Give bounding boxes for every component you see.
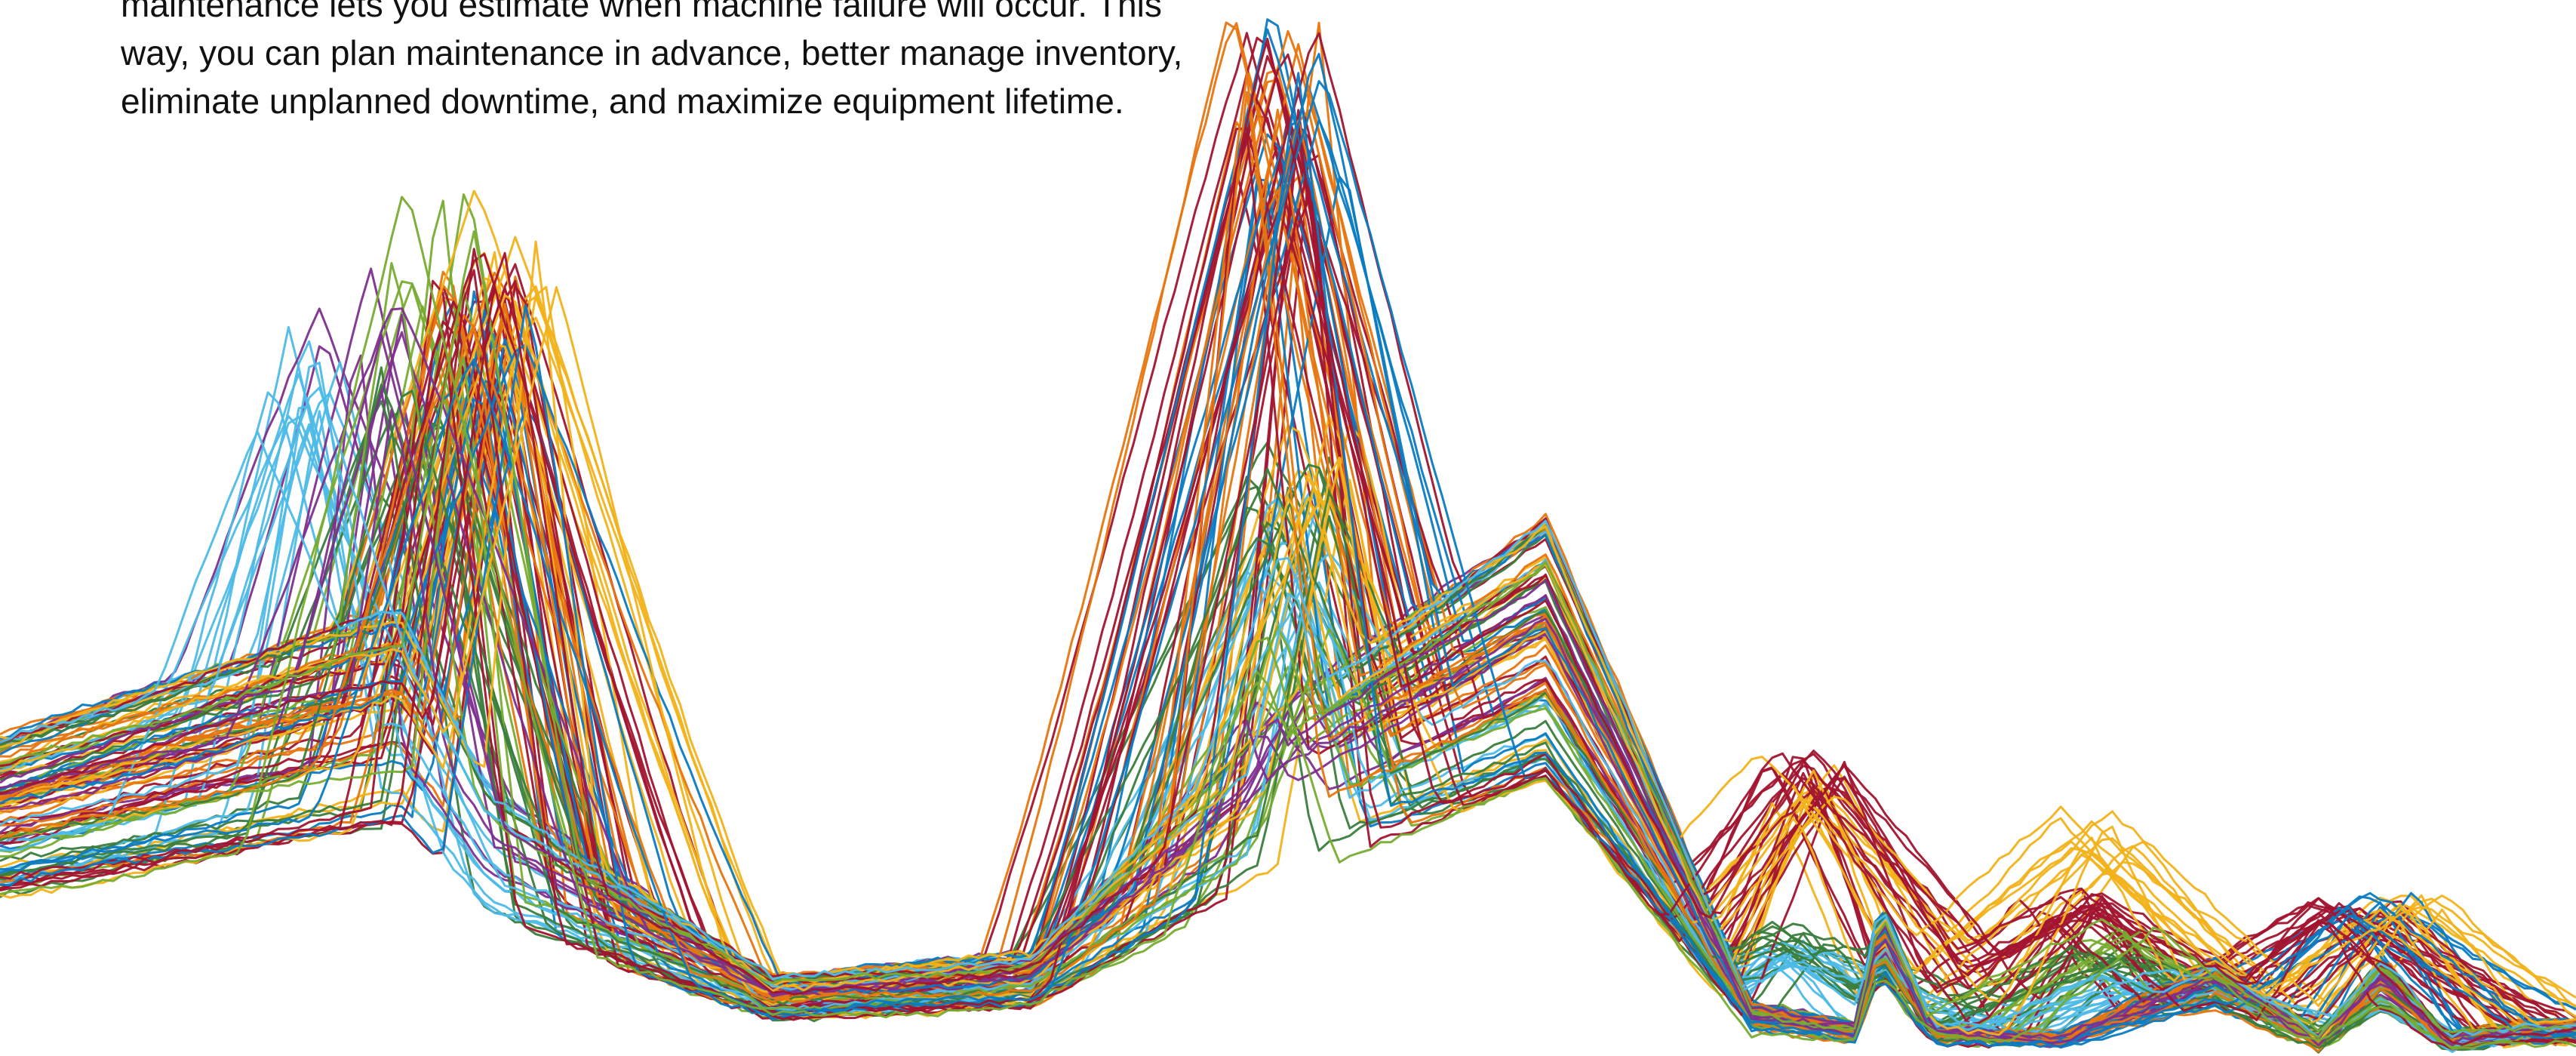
trace-line bbox=[0, 334, 2576, 1047]
trace-line bbox=[0, 286, 2576, 1036]
trace-line bbox=[0, 37, 2576, 1051]
trace-line bbox=[0, 366, 2576, 1037]
trace-line bbox=[0, 74, 2576, 1043]
trace-line bbox=[0, 362, 2576, 1044]
trace-line bbox=[0, 428, 2576, 1045]
trace-line bbox=[0, 389, 2576, 1048]
trace-line bbox=[0, 175, 2576, 1049]
trace-line bbox=[0, 294, 2576, 1040]
trace-line bbox=[0, 331, 2576, 1048]
intro-paragraph: maintenance lets you estimate when machi… bbox=[121, 0, 1298, 125]
trace-line bbox=[0, 195, 2576, 1051]
intro-line-2: way, you can plan maintenance in advance… bbox=[121, 33, 1183, 72]
trace-line bbox=[0, 430, 2576, 1039]
trace-line bbox=[0, 72, 2576, 1048]
intro-line-3: eliminate unplanned downtime, and maximi… bbox=[121, 82, 1124, 121]
trace-group bbox=[0, 18, 2576, 1054]
trace-line bbox=[0, 408, 2576, 1045]
intro-line-1: maintenance lets you estimate when machi… bbox=[121, 0, 1162, 24]
trace-line bbox=[0, 356, 2576, 1049]
trace-line bbox=[0, 230, 2576, 1039]
trace-line bbox=[0, 208, 2576, 1046]
trace-line bbox=[0, 422, 2576, 1037]
trace-line bbox=[0, 307, 2576, 1047]
trace-line bbox=[0, 80, 2576, 1048]
